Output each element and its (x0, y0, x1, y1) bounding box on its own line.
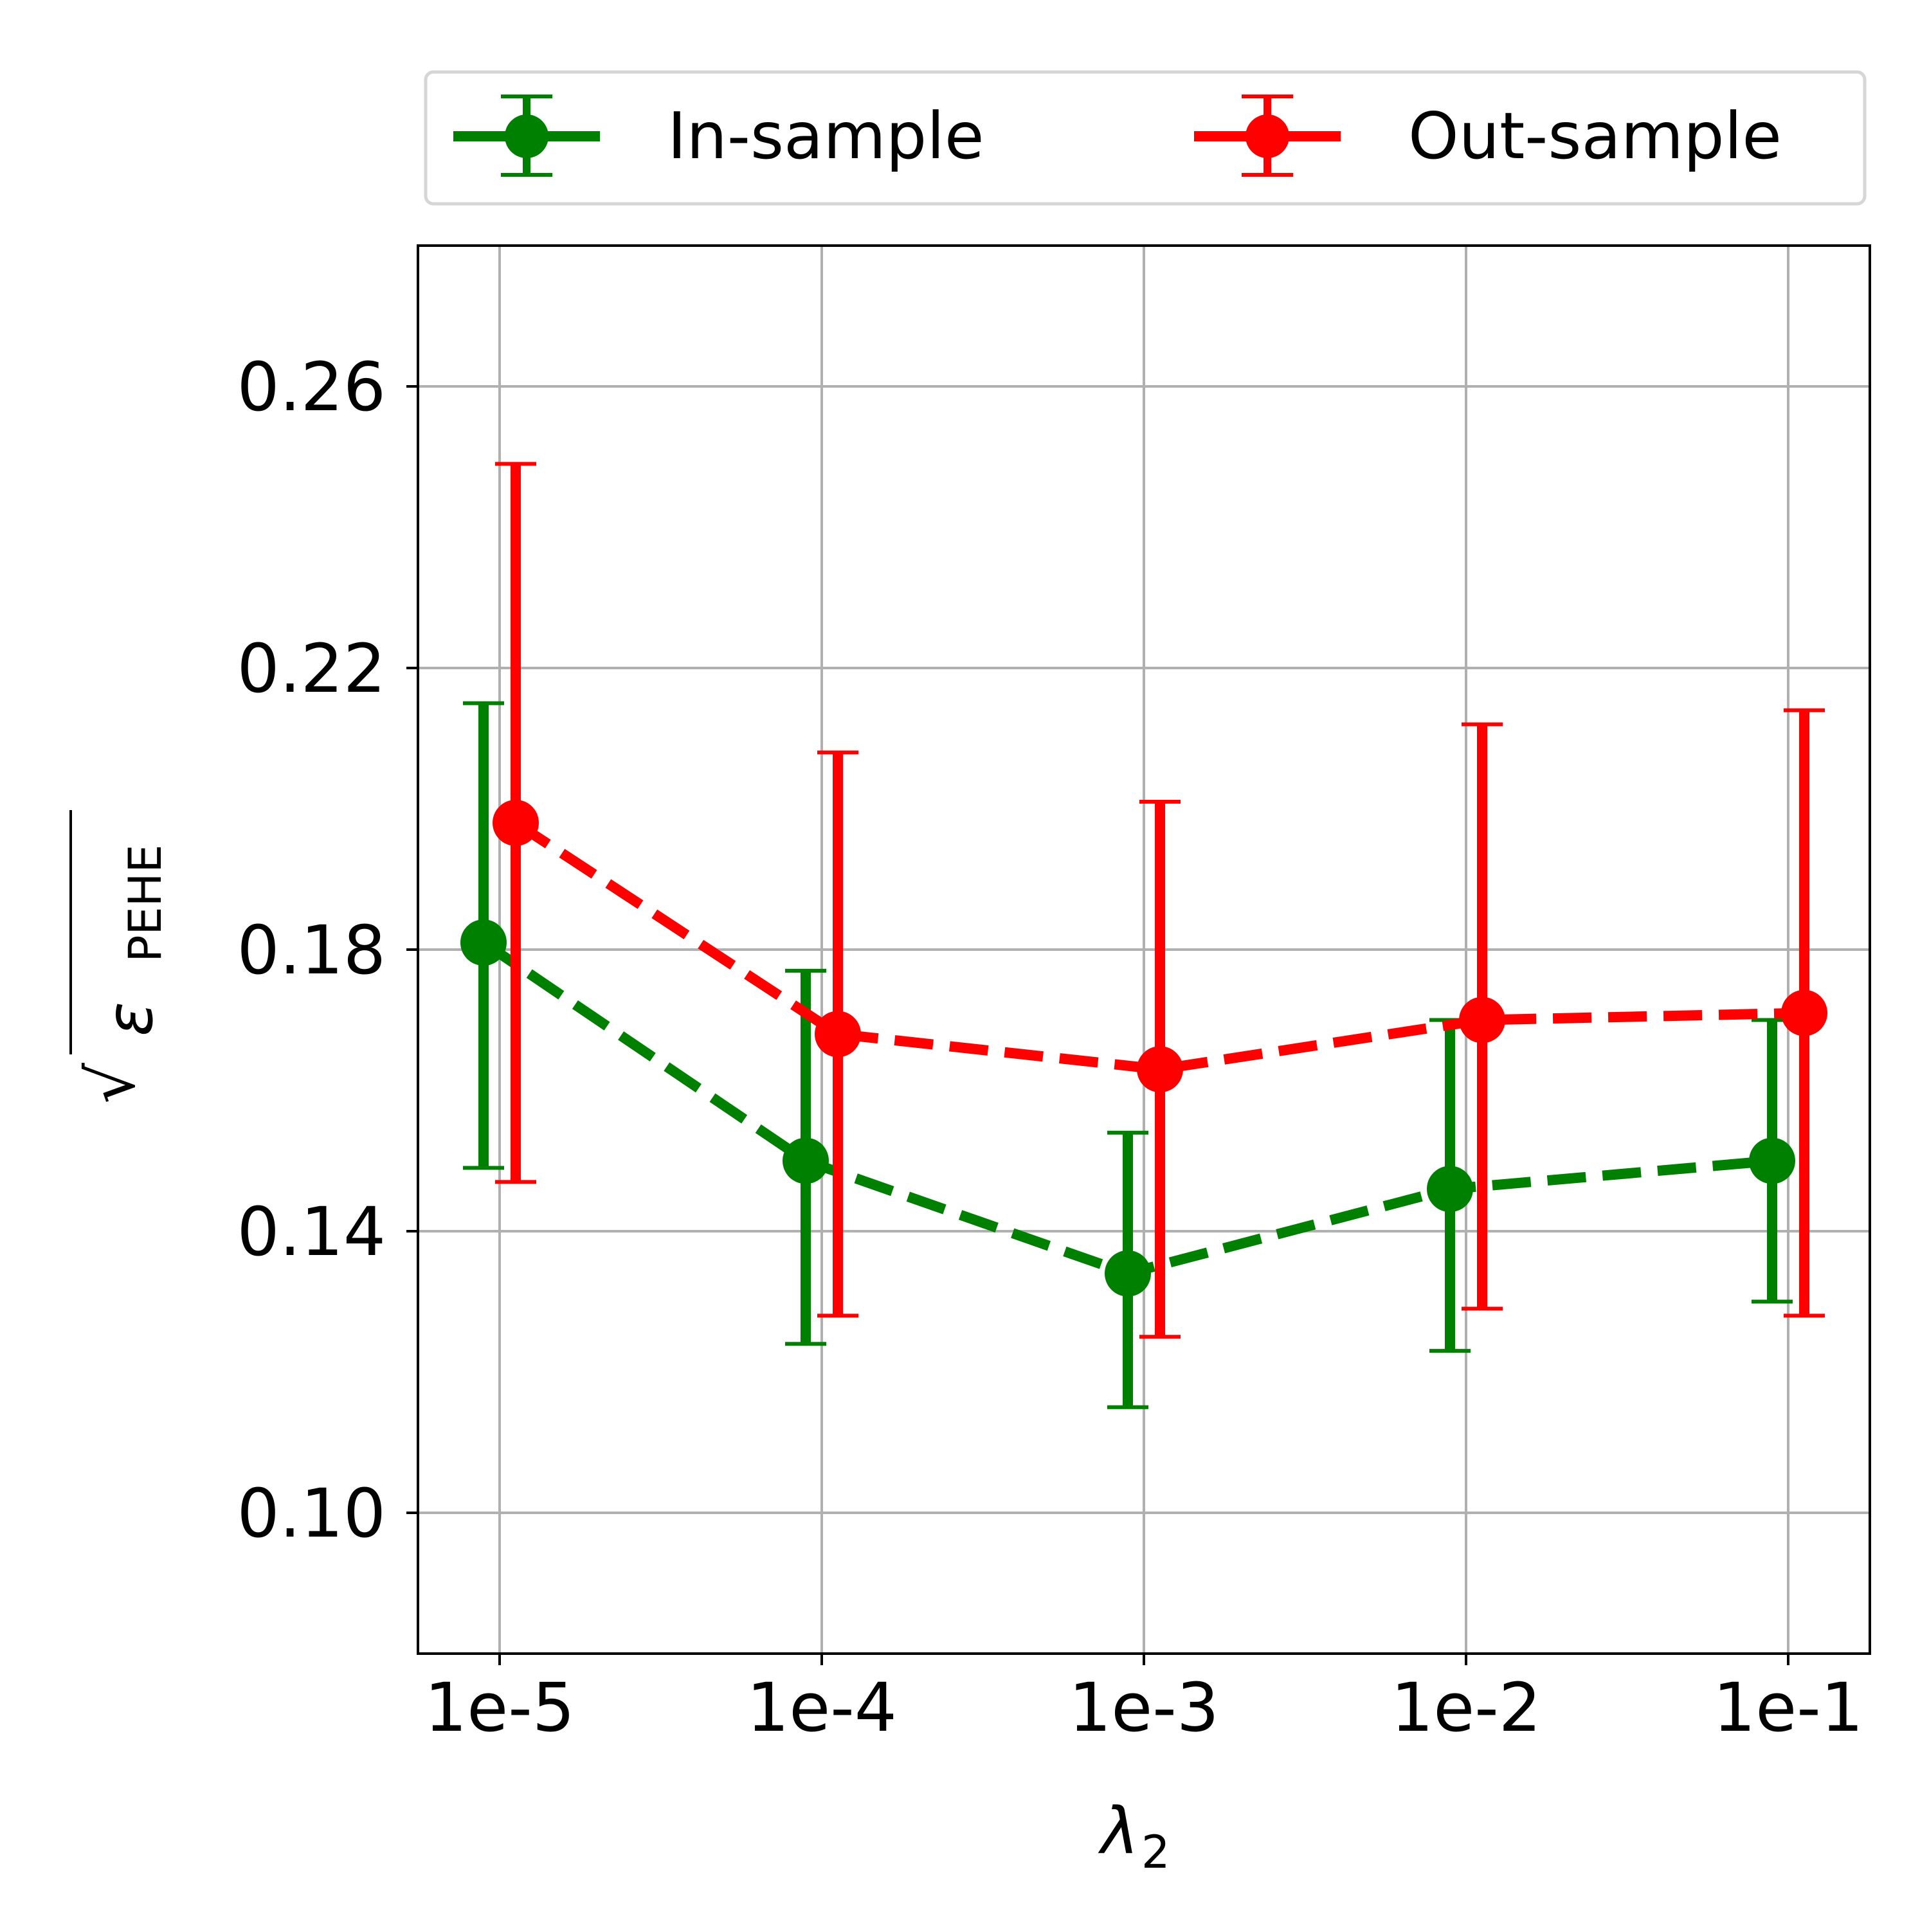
data-point (1105, 1250, 1151, 1297)
x-axis-label-main: λ (1098, 1793, 1139, 1868)
y-axis-label: √ ε PEHE (69, 810, 172, 1104)
data-point (1781, 989, 1827, 1036)
legend-label: In-sample (667, 98, 984, 174)
legend-entries: In-sample Out-sample (453, 95, 1782, 177)
data-point (1137, 1046, 1183, 1093)
data-point (1427, 1166, 1473, 1213)
legend-box (424, 70, 1867, 206)
y-axis-label-root: √ (74, 1063, 149, 1104)
series-out-sample (493, 462, 1827, 1339)
legend: In-sample Out-sample (424, 70, 1867, 206)
data-point (493, 799, 539, 846)
data-point (815, 1011, 861, 1058)
y-tick-label: 0.14 (237, 1193, 386, 1271)
y-axis-label-main: ε (92, 1002, 167, 1036)
y-tick-label: 0.18 (237, 911, 386, 989)
y-axis-label-subscript: PEHE (119, 844, 172, 962)
grid-layer (418, 246, 1870, 1654)
series-in-sample (460, 701, 1795, 1409)
data-point (783, 1137, 829, 1184)
legend-label: Out-sample (1408, 98, 1782, 174)
y-tick-label: 0.26 (237, 348, 386, 426)
x-tick-label: 1e-2 (1391, 1668, 1541, 1747)
data-point (1749, 1137, 1795, 1184)
x-tick-label: 1e-1 (1713, 1668, 1863, 1747)
x-axis-label-subscript: 2 (1141, 1826, 1170, 1879)
legend-marker (505, 114, 548, 158)
tick-layer: 1e-5 1e-4 1e-3 1e-2 1e-1 0.10 0.14 0.18 0.22 0.26 (237, 348, 1863, 1747)
x-tick-label: 1e-5 (424, 1668, 575, 1747)
series-line (512, 818, 1805, 1075)
legend-marker (1245, 114, 1289, 158)
data-point (1459, 997, 1505, 1043)
legend-entry-out-sample: Out-sample (1194, 95, 1782, 177)
data-point (460, 919, 507, 966)
series-layer (460, 462, 1827, 1409)
x-axis-label: λ 2 (1098, 1793, 1170, 1879)
y-tick-label: 0.22 (237, 629, 386, 708)
x-tick-label: 1e-3 (1069, 1668, 1219, 1747)
x-tick-label: 1e-4 (747, 1668, 897, 1747)
legend-entry-in-sample: In-sample (453, 95, 984, 177)
y-tick-label: 0.10 (237, 1474, 386, 1553)
